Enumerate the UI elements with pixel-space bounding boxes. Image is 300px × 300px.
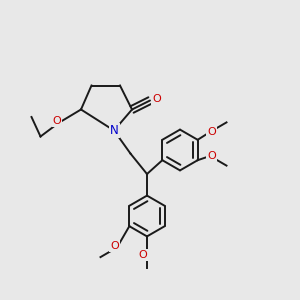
Text: N: N [110,124,119,137]
Text: O: O [52,116,62,127]
Text: O: O [207,127,216,137]
Text: O: O [152,94,161,104]
Text: O: O [110,241,119,251]
Text: O: O [207,151,216,161]
Text: O: O [138,250,147,260]
